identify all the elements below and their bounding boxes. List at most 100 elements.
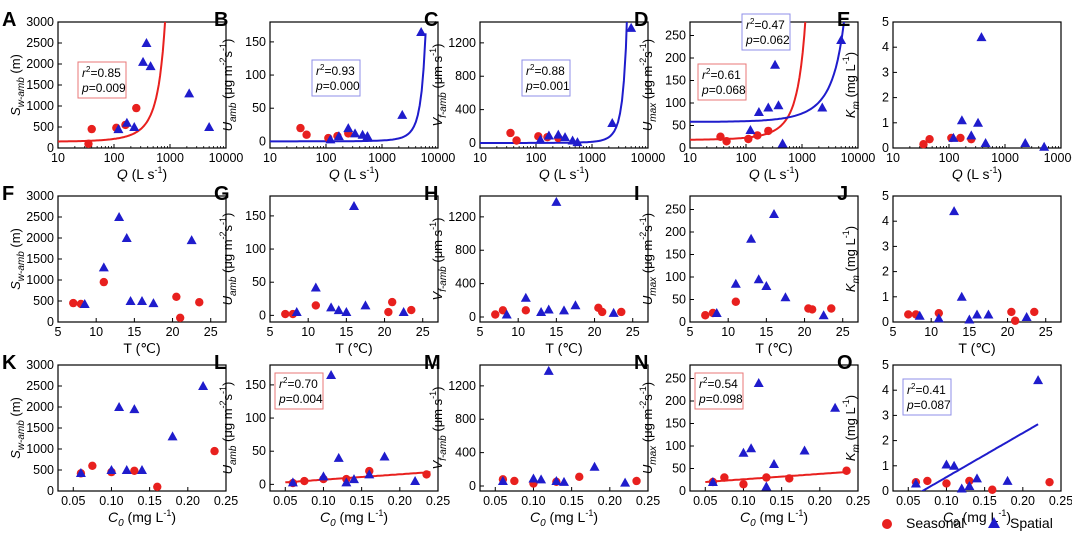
spatial-point <box>75 467 86 477</box>
stat-p: p=0.087 <box>906 398 951 412</box>
spatial-point <box>325 134 336 144</box>
seasonal-point <box>739 480 748 489</box>
seasonal-point <box>311 301 321 310</box>
panel-letter: O <box>837 352 853 374</box>
x-tick-label: 0.20 <box>1011 494 1035 508</box>
spatial-point <box>836 35 847 44</box>
panel-b: B 0 50 100 150 10 100 1000 10000 Q (L s-1) Uamb (μ… <box>214 9 455 182</box>
seasonal-point <box>210 446 219 456</box>
spatial-point <box>559 476 569 486</box>
x-tick-label: 25 <box>204 325 218 339</box>
spatial-point <box>711 308 722 317</box>
y-tick-label: 5 <box>882 358 889 372</box>
x-tick-label: 25 <box>416 325 430 339</box>
y-tick-label: 50 <box>252 101 266 115</box>
spatial-point <box>129 122 140 131</box>
y-tick-label: 3000 <box>26 15 54 29</box>
y-tick-label: 1500 <box>26 252 54 266</box>
y-axis-label: Uamb (μg m-2s-1) <box>218 213 239 306</box>
y-tick-label: 250 <box>665 203 686 217</box>
y-tick-label: 3 <box>882 239 889 253</box>
y-tick-label: 0 <box>47 315 54 329</box>
seasonal-point <box>904 310 913 319</box>
y-tick-label: 150 <box>245 35 266 49</box>
x-tick-label: 5 <box>687 325 694 339</box>
spatial-point <box>753 378 764 387</box>
seasonal-point <box>722 137 731 146</box>
plot-frame <box>689 364 859 492</box>
seasonal-point <box>281 309 290 319</box>
x-tick-label: 1000 <box>788 151 816 165</box>
y-tick-label: 100 <box>245 411 266 425</box>
y-tick-label: 2000 <box>26 400 54 414</box>
x-tick-label: 10 <box>301 325 315 339</box>
spatial-point <box>520 292 531 302</box>
stat-r2: r2=0.54 <box>699 376 738 391</box>
y-tick-label: 500 <box>33 463 54 477</box>
x-tick-label: 100 <box>526 151 547 165</box>
panel-i: I 0 50 100 150 200 250 5 10 15 20 25 T (℃) Umax (μg m… <box>634 183 859 356</box>
y-tick-label: 400 <box>455 103 476 117</box>
y-tick-label: 50 <box>672 462 686 476</box>
y-tick-label: 200 <box>665 51 686 65</box>
spatial-point <box>770 59 781 69</box>
seasonal-point <box>716 132 725 141</box>
spatial-point <box>746 233 757 243</box>
seasonal-point <box>387 297 397 307</box>
seasonal-point <box>300 476 309 486</box>
y-tick-label: 1 <box>882 290 889 304</box>
y-tick-label: 3000 <box>26 358 54 372</box>
y-axis-label: Km (mg L-1) <box>841 226 862 292</box>
y-axis-label: Km (mg L-1) <box>841 52 862 118</box>
y-tick-label: 400 <box>455 277 476 291</box>
spatial-point <box>738 447 749 457</box>
x-tick-label: 20 <box>588 325 602 339</box>
spatial-point <box>333 131 344 141</box>
seasonal-point <box>422 470 431 479</box>
seasonal-point <box>965 476 974 486</box>
spatial-point <box>589 461 600 471</box>
y-tick-label: 1500 <box>26 78 54 92</box>
x-tick-label: 15 <box>127 325 141 339</box>
seasonal-point <box>521 306 531 315</box>
spatial-point <box>830 402 841 412</box>
spatial-point <box>326 369 337 379</box>
spatial-point <box>761 481 772 491</box>
spatial-point <box>416 26 427 36</box>
seasonal-point <box>506 128 515 138</box>
spatial-point <box>318 471 329 481</box>
x-tick-label: 100 <box>939 151 960 165</box>
y-tick-label: 1 <box>882 459 889 473</box>
y-tick-label: 2 <box>882 434 889 448</box>
stat-p: p=0.001 <box>525 79 570 93</box>
spatial-point <box>910 478 921 488</box>
spatial-point <box>397 109 408 119</box>
spatial-point <box>1039 141 1050 151</box>
y-tick-label: 0 <box>882 315 889 329</box>
spatial-point <box>410 476 421 486</box>
y-tick-label: 4 <box>882 40 889 54</box>
spatial-point <box>983 309 994 319</box>
spatial-point <box>362 131 373 141</box>
spatial-point <box>536 474 547 484</box>
y-tick-label: 1000 <box>26 99 54 113</box>
x-tick-label: 100 <box>316 151 337 165</box>
x-tick-label: 0.15 <box>137 494 161 508</box>
x-tick-label: 25 <box>626 325 640 339</box>
spatial-point <box>141 38 152 47</box>
spatial-point <box>129 404 140 414</box>
y-axis-label: Vf-amb (μm s-1) <box>428 218 449 301</box>
x-tick-label: 10 <box>886 151 900 165</box>
x-tick-label: 0.10 <box>731 494 755 508</box>
x-tick-label: 0.10 <box>934 494 958 508</box>
legend-spatial-label: Spatial <box>1010 515 1053 531</box>
spatial-point <box>608 307 619 317</box>
panel-n: N 0 50 100 150 200 250 0.05 0.10 0.15 0.20 0.25 C0 (… <box>634 352 870 529</box>
spatial-point <box>553 129 564 139</box>
x-axis-label: Q (L s-1) <box>539 165 589 182</box>
y-tick-label: 0 <box>259 477 266 491</box>
fit-line-blue <box>690 22 845 123</box>
y-tick-label: 3000 <box>26 189 54 203</box>
y-tick-label: 100 <box>665 270 686 284</box>
y-tick-label: 0 <box>882 141 889 155</box>
